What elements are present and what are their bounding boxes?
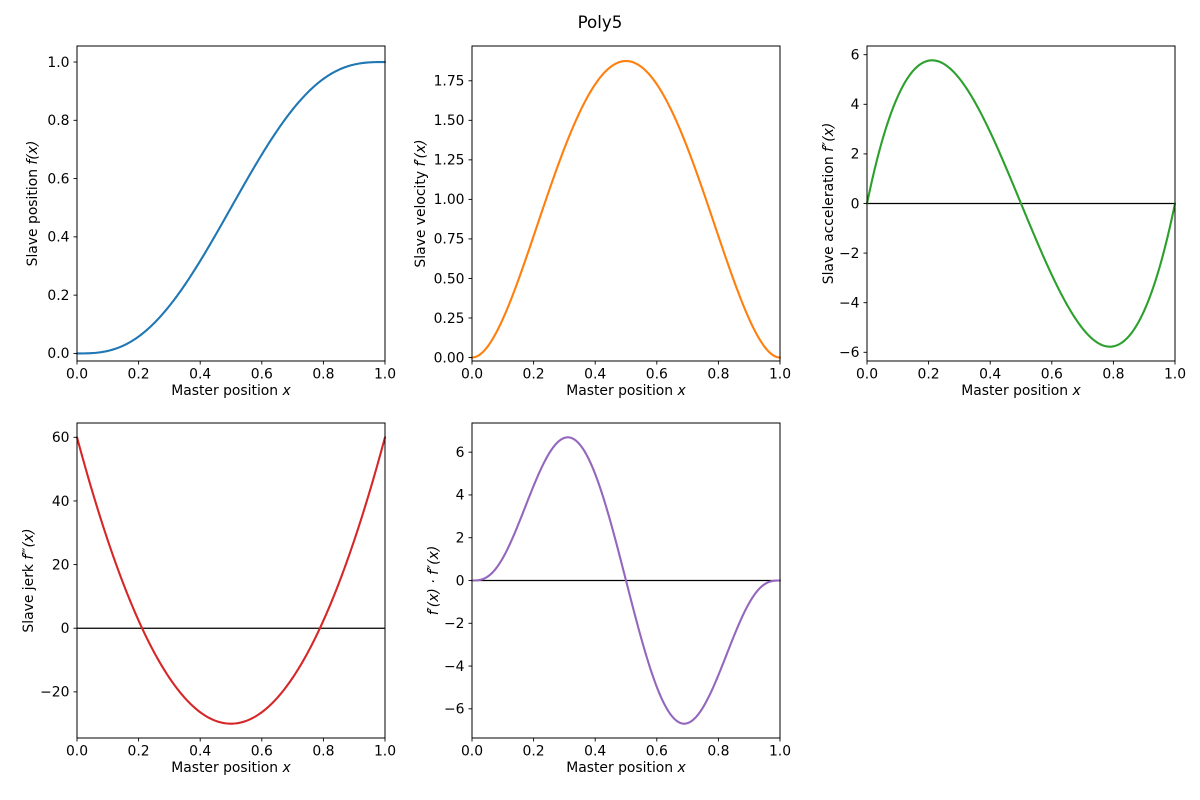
y-tick-label: 1.0 <box>47 55 69 71</box>
curve-velocity-times-acceleration <box>470 436 782 725</box>
axes-frame <box>471 45 781 362</box>
y-tick-label: −4 <box>839 295 860 311</box>
y-tick-label: −2 <box>444 616 464 632</box>
x-tick-label: 0.4 <box>189 744 211 760</box>
y-ticks: 0.00 0.25 0.50 0.75 1.00 1.25 1.50 1.75 <box>434 74 472 366</box>
y-tick-label: 0.2 <box>47 288 69 304</box>
y-tick-label: 0.8 <box>47 113 69 129</box>
subplot-slave-acceleration: 0.0 0.2 0.4 0.6 0.8 1.0 −6 −4 −2 0 2 4 6 Master posit… <box>821 45 1186 399</box>
axes-frame <box>76 422 386 739</box>
y-tick-label: 1.50 <box>434 113 465 129</box>
x-tick-label: 0.8 <box>312 367 334 383</box>
x-tick-label: 0.4 <box>584 744 606 760</box>
y-tick-label: −6 <box>444 702 464 718</box>
x-tick-label: 0.2 <box>918 367 940 383</box>
x-tick-label: 0.2 <box>128 744 150 760</box>
y-ticks: −6 −4 −2 0 2 4 6 <box>839 48 867 361</box>
x-axis-label: Master position x <box>171 383 291 399</box>
subplot-slave-velocity: 0.0 0.2 0.4 0.6 0.8 1.0 0.00 0.25 0.50 0.75 1.00 1.… <box>413 45 791 399</box>
x-axis-label: Master position x <box>171 760 291 776</box>
x-tick-label: 0.4 <box>979 367 1001 383</box>
x-tick-label: 0.0 <box>66 744 88 760</box>
x-tick-label: 1.0 <box>769 367 791 383</box>
y-tick-label: 1.00 <box>434 192 465 208</box>
x-tick-label: 0.0 <box>461 744 483 760</box>
y-tick-label: 6 <box>851 48 860 64</box>
y-tick-label: 20 <box>52 557 70 573</box>
x-tick-label: 1.0 <box>769 744 791 760</box>
y-tick-label: 1.75 <box>434 74 465 90</box>
x-ticks: 0.0 0.2 0.4 0.6 0.8 1.0 <box>461 361 791 383</box>
x-tick-label: 1.0 <box>374 367 396 383</box>
y-tick-label: 6 <box>456 445 465 461</box>
y-ticks: −6 −4 −2 0 2 4 6 <box>444 445 472 718</box>
subplot-velocity-times-acceleration: 0.0 0.2 0.4 0.6 0.8 1.0 −6 −4 −2 0 2 4 6 Master posit… <box>426 422 791 776</box>
curve-slave-position <box>75 60 387 355</box>
x-tick-label: 0.6 <box>1041 367 1063 383</box>
y-axis-label: Slave velocity f′(x) <box>413 139 429 267</box>
y-tick-label: 2 <box>456 531 465 547</box>
y-ticks: −20 0 20 40 60 <box>40 430 77 701</box>
y-tick-label: 40 <box>52 494 70 510</box>
y-tick-label: 4 <box>456 488 465 504</box>
y-tick-label: 0.25 <box>434 311 465 327</box>
y-tick-label: 0 <box>61 621 70 637</box>
x-tick-label: 0.2 <box>128 367 150 383</box>
curve-slave-acceleration <box>865 59 1177 348</box>
x-tick-label: 0.2 <box>523 367 545 383</box>
x-tick-label: 0.0 <box>66 367 88 383</box>
x-axis-label: Master position x <box>566 383 686 399</box>
x-axis-label: Master position x <box>961 383 1081 399</box>
y-tick-label: 2 <box>851 147 860 163</box>
y-tick-label: 60 <box>52 430 70 446</box>
y-tick-label: −20 <box>40 685 69 701</box>
subplot-slave-position: 0.0 0.2 0.4 0.6 0.8 1.0 0.0 0.2 0.4 0.6 0.8 1.0 Mast… <box>25 45 396 399</box>
x-tick-label: 0.6 <box>251 367 273 383</box>
y-tick-label: 0.50 <box>434 271 465 287</box>
x-tick-label: 0.2 <box>523 744 545 760</box>
x-tick-label: 0.8 <box>1102 367 1124 383</box>
x-tick-label: 0.4 <box>189 367 211 383</box>
x-tick-label: 0.6 <box>646 367 668 383</box>
x-tick-label: 0.6 <box>251 744 273 760</box>
x-ticks: 0.0 0.2 0.4 0.6 0.8 1.0 <box>461 738 791 760</box>
y-tick-label: −4 <box>444 659 465 675</box>
x-tick-label: 1.0 <box>1164 367 1186 383</box>
y-axis-label: f′(x) · f″(x) <box>426 546 442 616</box>
axes-frame <box>76 45 386 362</box>
x-tick-label: 1.0 <box>374 744 396 760</box>
subplot-slave-jerk: 0.0 0.2 0.4 0.6 0.8 1.0 −20 0 20 40 60 Master posit… <box>21 422 396 776</box>
curve-slave-velocity <box>470 59 782 359</box>
x-tick-label: 0.6 <box>646 744 668 760</box>
x-ticks: 0.0 0.2 0.4 0.6 0.8 1.0 <box>66 738 396 760</box>
x-tick-label: 0.4 <box>584 367 606 383</box>
x-tick-label: 0.0 <box>461 367 483 383</box>
y-tick-label: 0.0 <box>47 346 69 362</box>
x-tick-label: 0.0 <box>856 367 878 383</box>
x-tick-label: 0.8 <box>707 744 729 760</box>
x-tick-label: 0.8 <box>707 367 729 383</box>
y-tick-label: −6 <box>839 345 859 361</box>
x-ticks: 0.0 0.2 0.4 0.6 0.8 1.0 <box>856 361 1186 383</box>
x-ticks: 0.0 0.2 0.4 0.6 0.8 1.0 <box>66 361 396 383</box>
y-tick-label: 1.25 <box>434 153 465 169</box>
y-tick-label: 0.4 <box>47 230 69 246</box>
y-tick-label: 0.6 <box>47 171 69 187</box>
y-ticks: 0.0 0.2 0.4 0.6 0.8 1.0 <box>47 55 77 362</box>
x-tick-label: 0.8 <box>312 744 334 760</box>
y-tick-label: 0.75 <box>434 232 465 248</box>
curve-slave-jerk <box>75 436 387 725</box>
y-tick-label: 4 <box>851 97 860 113</box>
y-tick-label: 0 <box>456 573 465 589</box>
figure-title: Poly5 <box>577 12 623 32</box>
y-axis-label: Slave position f(x) <box>25 141 41 267</box>
y-axis-label: Slave acceleration f″(x) <box>821 123 837 285</box>
y-axis-label: Slave jerk f‴(x) <box>21 528 37 632</box>
y-tick-label: 0.00 <box>434 350 465 366</box>
y-tick-label: 0 <box>851 196 860 212</box>
x-axis-label: Master position x <box>566 760 686 776</box>
y-tick-label: −2 <box>839 246 859 262</box>
